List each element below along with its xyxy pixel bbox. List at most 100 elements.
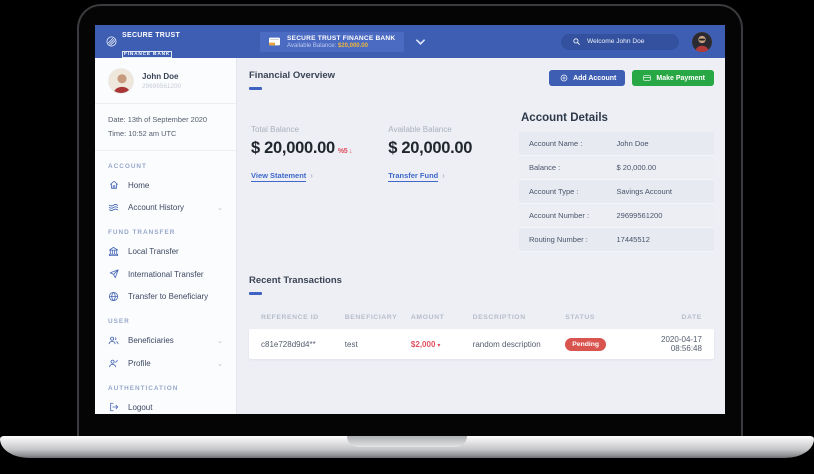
main-header: Financial Overview Add Account [249,70,714,90]
header-actions: Add Account Make Payment [549,70,714,86]
logo-line2: FINANCE BANK [122,50,173,58]
chevron-down-icon: ⌄ [217,337,223,345]
available-balance-value: $ 20,000.00 [388,139,473,157]
logo-line1: SECURE TRUST [122,31,181,39]
col-reference-id: REFERENCE ID [261,314,319,321]
detail-row: Balance : $ 20,000.00 [519,156,714,180]
profile-avatar [108,68,134,94]
sidebar-item-local-transfer[interactable]: Local Transfer [95,240,236,263]
detail-value: 17445512 [616,235,650,244]
plus-circle-icon [558,74,569,82]
header-avatar[interactable] [692,31,712,52]
nav-section-fund-transfer: FUND TRANSFER [108,229,176,237]
total-balance-card: Total Balance $ 20,000.00 %5 ↓ View State… [251,125,353,252]
topbar: SECURE TRUST FINANCE BANK SECURE TRUST F… [95,25,725,58]
account-details-table: Account Name : John Doe Balance : $ 20,0… [519,132,714,252]
search-icon [571,38,582,45]
cell-beneficiary: test [344,339,358,349]
chevron-right-icon: › [442,171,445,180]
cell-amount: $2,000 [410,339,436,349]
bank-building-icon [108,246,119,257]
nav-item-label: Logout [128,402,153,412]
make-payment-label: Make Payment [656,74,705,82]
balance-change-indicator: %5 ↓ [337,148,353,155]
nav-item-label: Account History [128,203,185,213]
nav-item-label: International Transfer [128,269,204,279]
user-icon [108,358,119,369]
chevron-down-icon: ⌄ [217,360,223,368]
detail-value: John Doe [616,139,649,148]
users-icon [108,335,119,346]
account-selector[interactable]: SECURE TRUST FINANCE BANK Available Bala… [260,31,405,52]
total-balance-value: $ 20,000.00 [251,139,335,157]
sidebar-item-logout[interactable]: Logout [95,396,236,414]
available-balance-label: Available Balance [388,125,452,134]
cell-description: random description [472,339,541,349]
bank-card-icon [269,35,280,48]
recent-transactions-section: Recent Transactions REFERENCE ID BENEFIC… [249,275,714,359]
total-balance-label: Total Balance [251,125,300,134]
home-icon [108,180,119,190]
sidebar-item-profile[interactable]: Profile ⌄ [95,352,236,375]
chevron-down-icon[interactable] [416,38,426,45]
col-beneficiary: BENEFICIARY [344,314,398,321]
selector-balance-label: Available Balance: [287,42,337,49]
sidebar-item-account-history[interactable]: Account History ⌄ [95,196,236,219]
cell-date: 2020-04-17 08:56:48 [661,335,702,353]
profile-name: John Doe [142,72,179,81]
paper-plane-icon [108,269,119,279]
account-details-title: Account Details [521,112,608,124]
search-input[interactable]: Welcome John Doe [561,33,679,50]
laptop-frame: SECURE TRUST FINANCE BANK SECURE TRUST F… [77,4,743,438]
transaction-row[interactable]: c81e728d9d4** test $2,000 ▾ random descri… [249,329,714,359]
make-payment-button[interactable]: Make Payment [632,70,714,86]
date-text: Date: 13th of September 2020 [108,115,208,124]
sidebar-item-international-transfer[interactable]: International Transfer [95,263,236,285]
detail-value: Savings Account [616,187,672,196]
sidebar-item-transfer-to-beneficiary[interactable]: Transfer to Beneficiary [95,285,236,308]
transactions-table: REFERENCE ID BENEFICIARY AMOUNT DESCRIPT… [249,307,714,359]
account-details-panel: Account Details Account Name : John Doe … [519,112,714,252]
overview-row: Total Balance $ 20,000.00 %5 ↓ View State… [249,112,714,252]
detail-value: $ 20,000.00 [616,163,657,172]
laptop-base [0,436,814,458]
cell-reference-id: c81e728d9d4** [261,339,316,349]
detail-row: Account Name : John Doe [519,132,714,156]
add-account-label: Add Account [573,74,617,82]
col-amount: AMOUNT [410,314,445,321]
caret-down-icon: ▾ [437,342,441,349]
transactions-title: Recent Transactions [249,275,342,286]
chevron-down-icon: ⌄ [217,204,223,212]
nav-item-label: Profile [128,359,151,369]
transactions-table-header: REFERENCE ID BENEFICIARY AMOUNT DESCRIPT… [249,307,714,329]
status-badge: Pending [565,337,607,351]
transfer-fund-link[interactable]: Transfer Fund [388,171,439,182]
sidebar-item-beneficiaries[interactable]: Beneficiaries ⌄ [95,329,236,352]
detail-label: Routing Number : [529,235,588,244]
balances: Total Balance $ 20,000.00 %5 ↓ View State… [249,112,511,252]
nav-item-label: Local Transfer [128,247,179,257]
nav-item-label: Home [128,180,150,190]
nav-item-label: Beneficiaries [128,336,174,346]
sidebar: John Doe 29699561200 Date: 13th of Septe… [95,58,237,414]
body-row: John Doe 29699561200 Date: 13th of Septe… [95,58,725,414]
col-description: DESCRIPTION [472,314,526,321]
add-account-button[interactable]: Add Account [549,70,626,86]
shield-logo-icon [106,33,117,50]
detail-label: Account Name : [529,139,583,148]
detail-row: Account Number : 29699561200 [519,204,714,228]
col-status: STATUS [565,314,596,321]
nav-section-authentication: AUTHENTICATION [108,385,179,393]
selector-bank-name: SECURE TRUST FINANCE BANK [287,34,396,42]
nav-section-user: USER [108,318,130,326]
bank-logo: SECURE TRUST FINANCE BANK [95,25,236,59]
detail-label: Balance : [529,163,561,172]
title-accent-dash [249,292,262,295]
detail-value: 29699561200 [616,211,663,220]
screen: SECURE TRUST FINANCE BANK SECURE TRUST F… [95,25,725,414]
view-statement-link[interactable]: View Statement [251,171,307,182]
logout-icon [108,402,119,412]
date-time-block: Date: 13th of September 2020 Time: 10:52… [95,104,236,152]
sidebar-item-home[interactable]: Home [95,174,236,196]
